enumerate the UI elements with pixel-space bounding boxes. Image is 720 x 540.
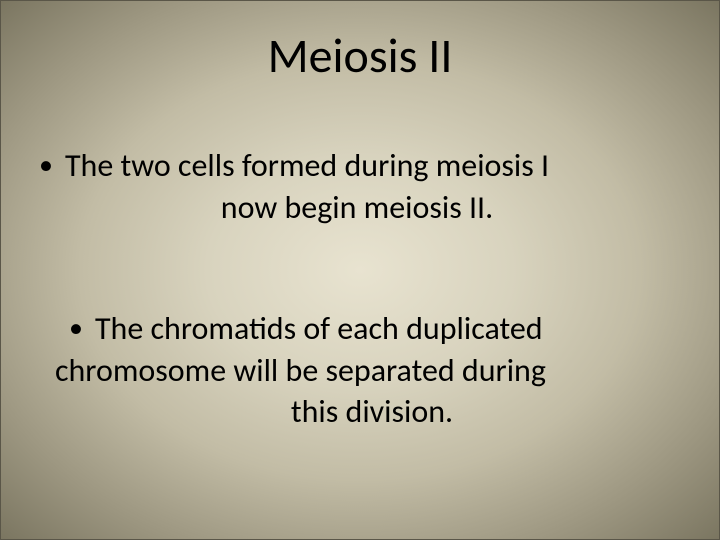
bullet-marker: •: [69, 308, 83, 347]
bullet-1-line-2: now begin meiosis II.: [65, 187, 689, 229]
bullet-2-line-1: The chromatids of each duplicated: [95, 308, 689, 350]
bullet-2-line-3: this division.: [95, 391, 689, 433]
bullet-1-line-1: The two cells formed during meiosis I: [65, 145, 689, 187]
bullet-marker: •: [39, 145, 53, 184]
slide-container: Meiosis II • The two cells formed during…: [1, 1, 719, 539]
bullet-2-line-2: chromosome will be separated during: [55, 350, 689, 392]
slide-title: Meiosis II: [31, 26, 689, 85]
bullet-item-2: • The chromatids of each duplicated chro…: [31, 308, 689, 433]
bullet-item-1: • The two cells formed during meiosis I …: [31, 145, 689, 228]
